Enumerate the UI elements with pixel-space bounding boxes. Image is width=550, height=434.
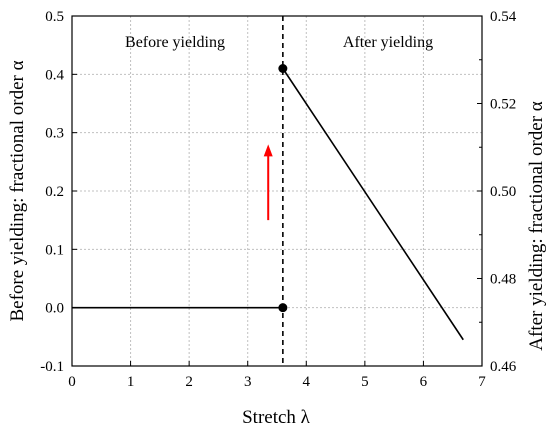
series-line-2 — [282, 68, 464, 341]
x-tick-label: 0 — [68, 374, 76, 390]
plot-area — [72, 16, 464, 366]
y-tick-label-left: 0.2 — [45, 184, 64, 200]
y-tick-label-left: 0.3 — [45, 126, 64, 142]
y-tick-label-right: 0.52 — [490, 97, 516, 113]
series-marker-1 — [278, 303, 288, 313]
x-tick-label: 2 — [185, 374, 193, 390]
x-tick-label: 3 — [244, 374, 252, 390]
x-tick-label: 4 — [303, 374, 311, 390]
x-tick-label: 6 — [420, 374, 428, 390]
x-axis-label: Stretch λ — [242, 407, 311, 428]
y-tick-label-left: 0.4 — [45, 67, 64, 83]
region-label-after: After yielding — [343, 34, 433, 51]
y-axis-label-right: After yielding: fractional order α — [526, 101, 547, 351]
ticks: 0 1 2 3 4 5 6 7 -0.1 0.0 0.1 0.2 0.3 0.4 0.5 0.46 0.48 0.… — [40, 9, 517, 390]
x-tick-label: 7 — [478, 374, 486, 390]
series-marker-2 — [278, 64, 288, 73]
x-tick-label: 1 — [127, 374, 135, 390]
y-tick-label-left: -0.1 — [40, 359, 64, 375]
y-tick-label-left: 0.1 — [45, 242, 64, 258]
y-tick-label-right: 0.48 — [490, 272, 516, 288]
arrow-head — [263, 144, 273, 157]
y-tick-label-right: 0.46 — [490, 359, 517, 375]
y-tick-label-right: 0.50 — [490, 184, 516, 200]
y-axis-label-left: Before yielding: fractional order α — [7, 60, 28, 321]
region-label-before: Before yielding — [125, 34, 225, 51]
y-tick-label-right: 0.54 — [490, 9, 517, 25]
y-tick-label-left: 0.5 — [45, 9, 64, 25]
x-tick-label: 5 — [361, 374, 369, 390]
y-tick-label-left: 0.0 — [45, 301, 64, 317]
grid — [72, 16, 482, 366]
